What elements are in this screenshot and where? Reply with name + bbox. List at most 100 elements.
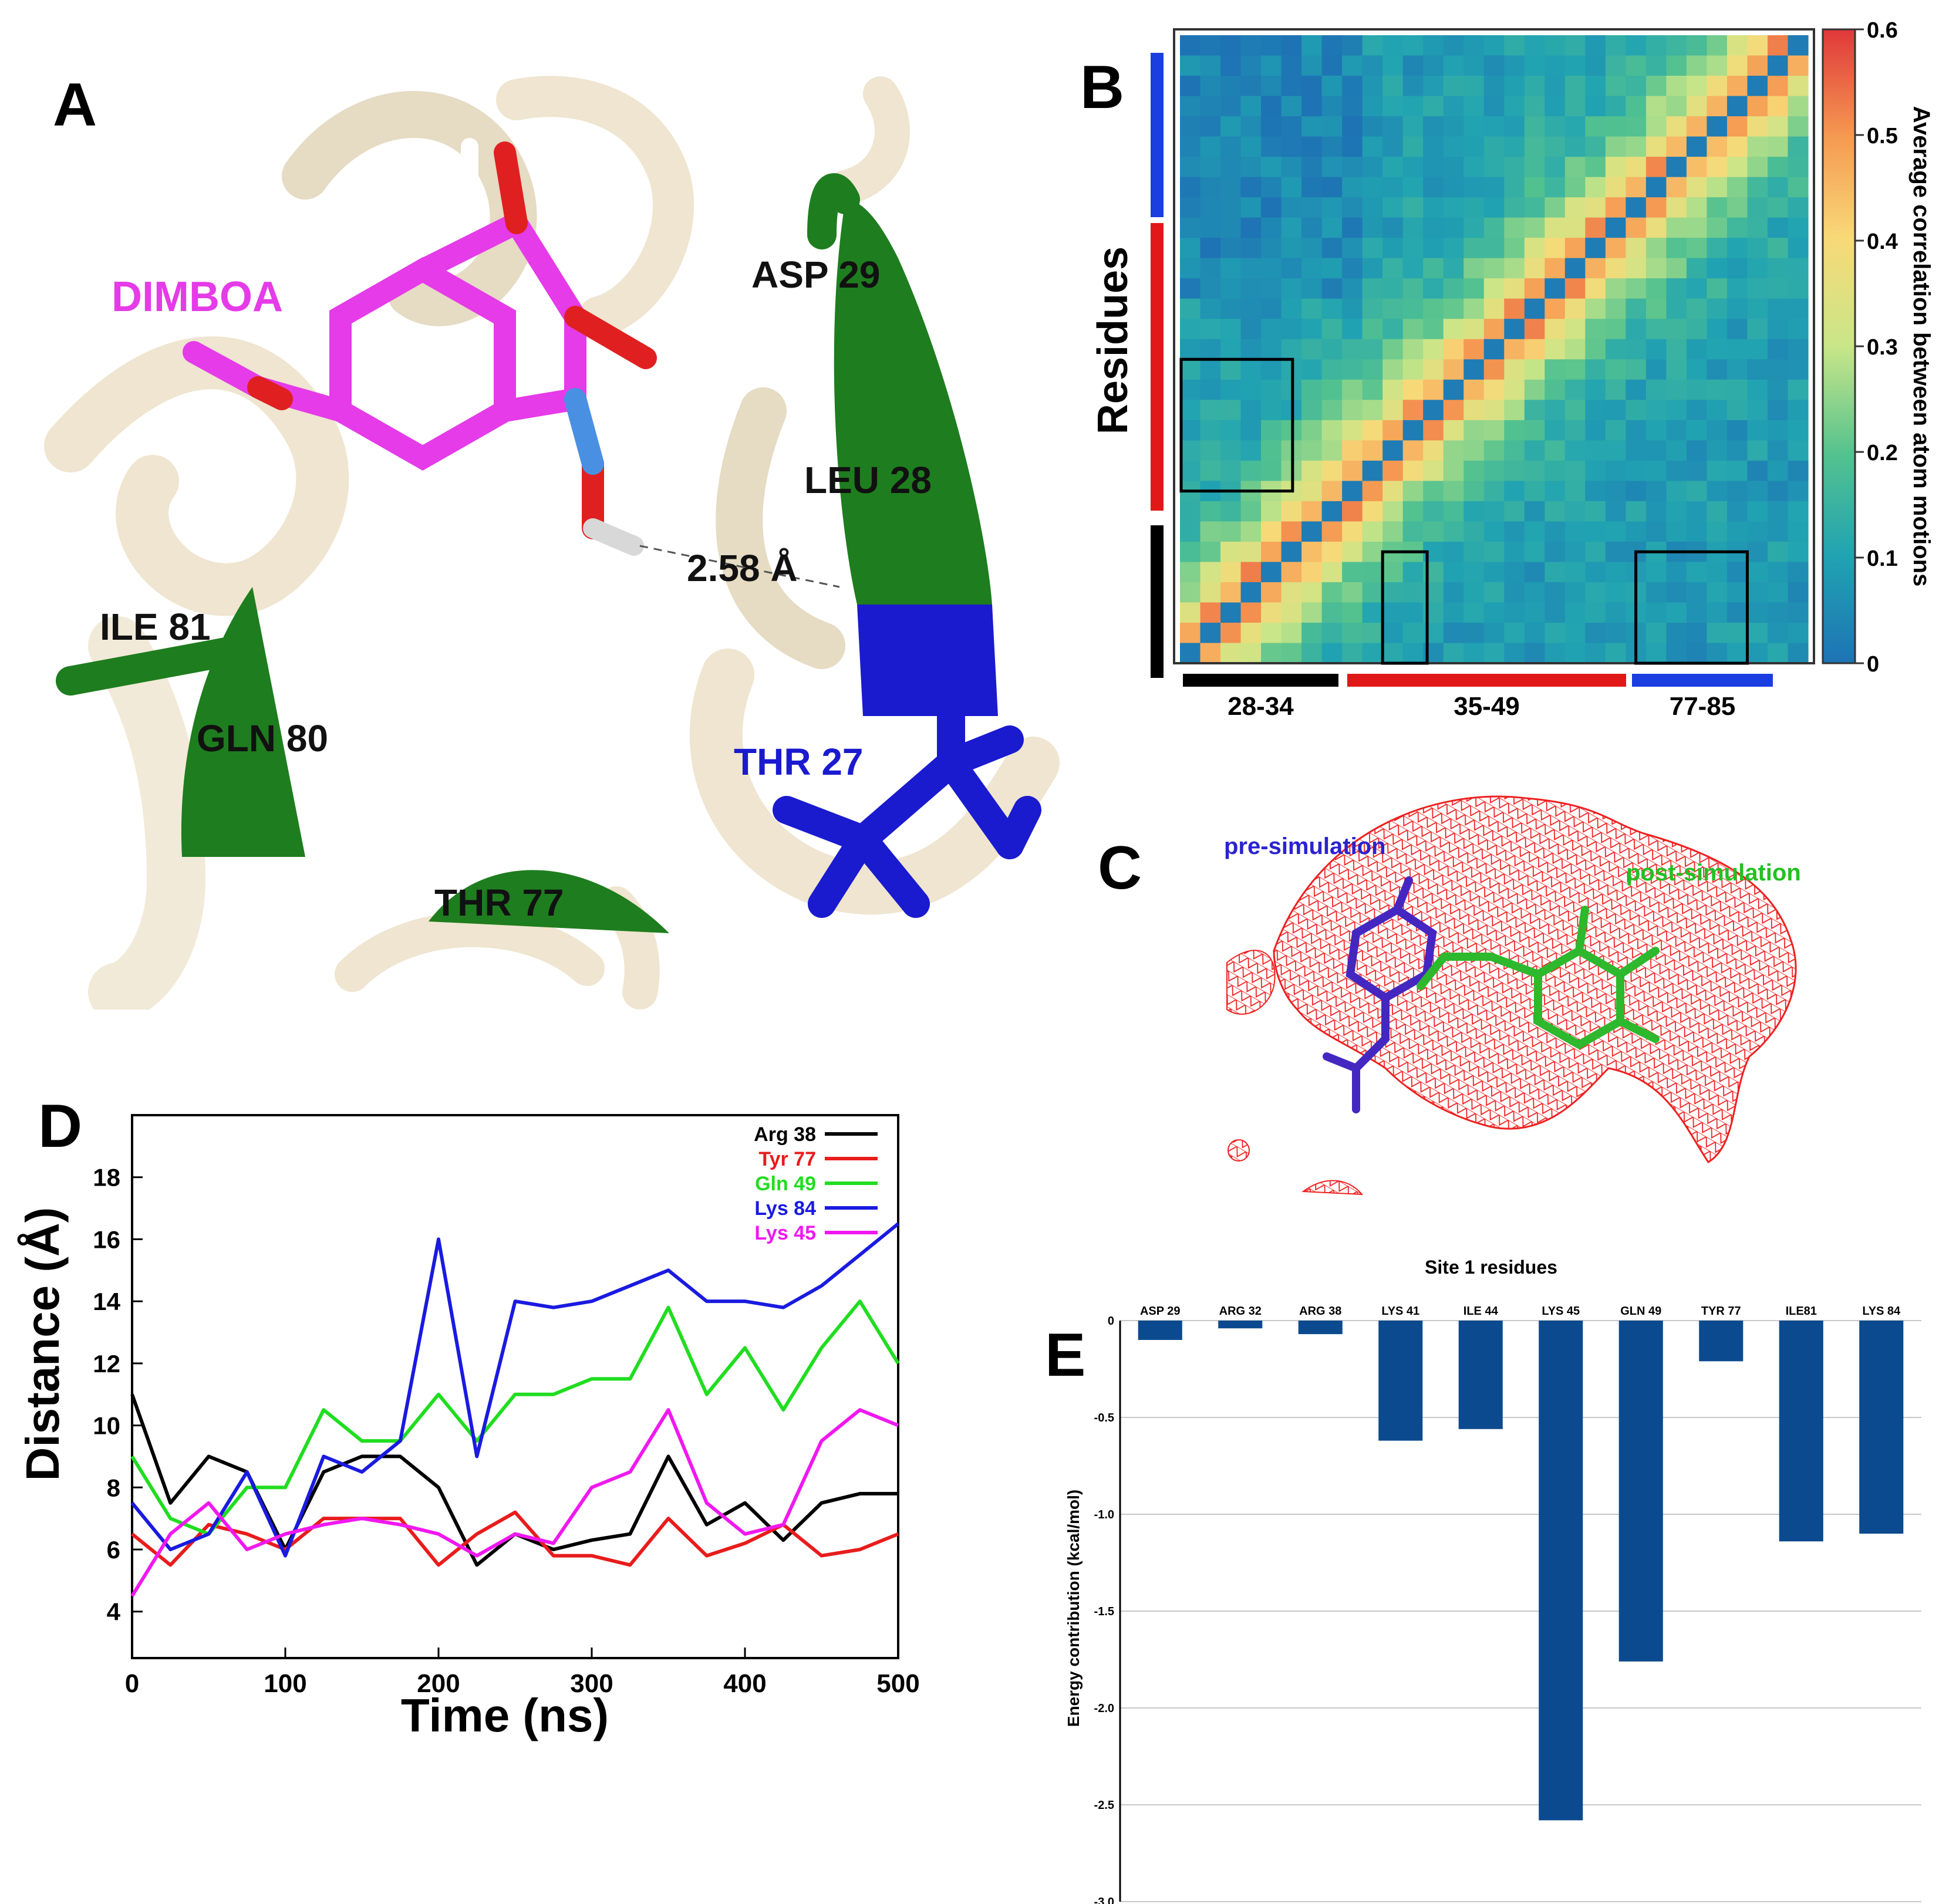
heatmap-cell [1585, 76, 1606, 97]
series-line-lys-84 [130, 1222, 899, 1558]
heatmap-cell [1686, 319, 1708, 340]
heatmap-cell [1726, 136, 1748, 157]
heatmap-cell [1301, 379, 1323, 400]
heatmap-cell [1605, 481, 1626, 502]
heatmap-cell [1747, 35, 1768, 56]
heatmap-cell [1240, 400, 1262, 421]
heatmap-cell [1443, 420, 1464, 441]
heatmap-cell [1301, 440, 1323, 461]
heatmap-cell [1564, 359, 1586, 380]
heatmap-cell [1240, 420, 1262, 441]
heatmap-cell [1463, 76, 1485, 97]
heatmap-cell [1767, 238, 1789, 259]
heatmap-cell [1240, 258, 1262, 279]
heatmap-cell [1200, 238, 1221, 259]
bar-category-label: ASP 29 [1140, 1305, 1181, 1318]
heatmap-cell [1747, 400, 1768, 421]
heatmap-cell [1362, 319, 1383, 340]
heatmap-cell [1261, 521, 1282, 542]
heatmap-cell [1605, 541, 1626, 563]
heatmap-cell [1767, 258, 1789, 279]
heatmap-cell [1767, 55, 1789, 76]
heatmap-cell [1605, 420, 1626, 441]
heatmap-cell [1301, 177, 1323, 198]
heatmap-cell [1423, 420, 1444, 441]
heatmap-cell [1504, 339, 1525, 360]
asp29-label: ASP 29 [751, 254, 880, 296]
colorbar-tick-label: 0 [1867, 652, 1879, 677]
heatmap-cell [1788, 582, 1809, 603]
heatmap-cell [1382, 238, 1404, 259]
heatmap-cell [1220, 643, 1242, 664]
heatmap-cell [1220, 521, 1242, 542]
series-line-gln-49 [130, 1299, 900, 1536]
heatmap-cell [1585, 400, 1606, 421]
panel-d-label: D [38, 1092, 83, 1160]
heatmap-cell [1463, 481, 1485, 502]
heatmap-cell [1261, 55, 1282, 76]
heatmap-cell [1483, 35, 1505, 56]
heatmap-cell [1200, 622, 1221, 644]
heatmap-cell [1726, 157, 1748, 178]
heatmap-cell [1382, 481, 1404, 502]
heatmap-cell [1686, 622, 1708, 644]
heatmap-cell [1788, 359, 1809, 380]
heatmap-cell [1321, 562, 1343, 583]
heatmap-cell [1626, 319, 1647, 340]
heatmap-cell [1645, 35, 1667, 56]
heatmap-cell [1504, 501, 1525, 522]
heatmap-cell [1362, 379, 1383, 400]
heatmap-cell [1321, 481, 1343, 502]
line-ytick-label: 8 [107, 1474, 120, 1501]
heatmap-cell [1747, 55, 1768, 76]
heatmap-cell [1423, 319, 1444, 340]
heatmap-cell [1423, 440, 1444, 461]
heatmap-cell [1321, 96, 1343, 117]
heatmap-cell [1524, 217, 1545, 238]
heatmap-cell [1504, 96, 1525, 117]
heatmap-cell [1626, 55, 1647, 76]
heatmap-frame [1173, 28, 1815, 664]
heatmap-cell [1686, 420, 1708, 441]
heatmap-cell [1443, 460, 1464, 481]
heatmap-cell [1747, 359, 1768, 380]
heatmap-cell [1726, 55, 1748, 76]
heatmap-cell [1240, 359, 1262, 380]
heatmap-cell [1564, 278, 1586, 299]
heatmap-cell [1686, 197, 1708, 218]
heatmap-cell [1747, 319, 1768, 340]
heatmap-cell [1707, 501, 1728, 522]
heatmap-cell [1564, 541, 1586, 563]
energy-bar [1699, 1321, 1744, 1362]
heatmap-cell [1524, 379, 1545, 400]
heatmap-cell [1585, 643, 1606, 664]
heatmap-cell [1463, 217, 1485, 238]
heatmap-cell [1180, 562, 1201, 583]
heatmap-cell [1747, 622, 1768, 644]
heatmap-cell [1321, 602, 1343, 623]
heatmap-cell [1585, 157, 1606, 178]
heatmap-cell [1362, 582, 1383, 603]
heatmap-cell [1726, 622, 1748, 644]
thr27-sticks [773, 605, 1041, 918]
heatmap-cell [1545, 359, 1566, 380]
heatmap-cell [1564, 460, 1586, 481]
heatmap-cell [1402, 319, 1424, 340]
heatmap-cell [1443, 278, 1464, 299]
heatmap-cell [1301, 643, 1323, 664]
heatmap-cell [1788, 238, 1809, 259]
heatmap-cell [1747, 197, 1768, 218]
heatmap-cell [1605, 157, 1626, 178]
heatmap-cell [1321, 541, 1343, 563]
heatmap-cell [1524, 197, 1545, 218]
heatmap-cell [1443, 55, 1464, 76]
heatmap-cell [1626, 440, 1647, 461]
heatmap-cell [1666, 116, 1687, 137]
heatmap-cell [1686, 602, 1708, 623]
heatmap-cell [1666, 420, 1687, 441]
heatmap-cell [1261, 562, 1282, 583]
residue-group-bar-vertical [1151, 525, 1164, 678]
heatmap-cell [1483, 258, 1505, 279]
heatmap-cell [1726, 339, 1748, 360]
heatmap-cell [1504, 55, 1525, 76]
